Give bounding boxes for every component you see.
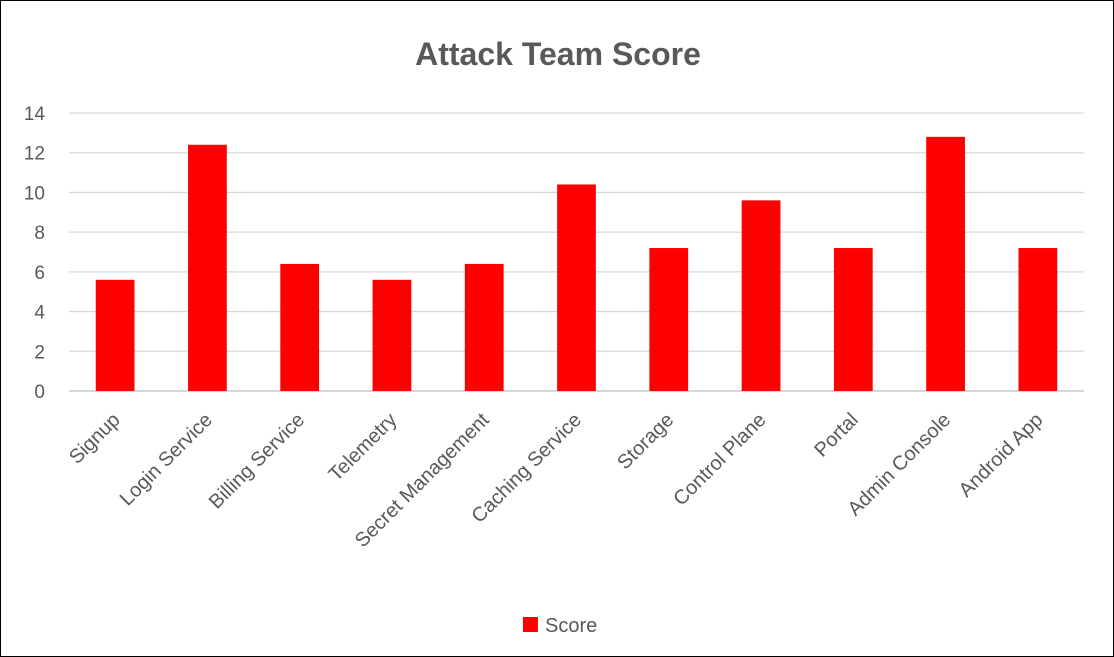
y-tick-label: 0 [34,382,45,403]
x-tick-label: Billing Service [205,409,309,513]
y-tick-label: 4 [34,303,45,324]
bar [464,263,504,391]
y-tick-label: 8 [34,223,45,244]
x-tick-label: Telemetry [325,409,402,486]
bar [649,248,689,391]
bar [95,279,135,391]
x-tick-label: Portal [810,409,863,462]
bar [372,279,412,391]
bars [95,136,1058,391]
bar [741,200,781,391]
y-tick-label: 12 [24,144,45,165]
y-tick-label: 6 [34,263,45,284]
chart-title: Attack Team Score [415,36,701,72]
legend-label: Score [545,615,597,637]
bar [1018,248,1058,391]
x-tick-label: Login Service [116,409,217,510]
legend-swatch [523,617,538,632]
y-tick-label: 14 [24,104,46,125]
legend: Score [523,615,597,637]
y-tick-label: 2 [34,342,45,363]
x-tick-label: Signup [65,409,125,469]
x-tick-label: Storage [613,409,678,474]
y-axis-ticks: 0 2 4 6 8 10 12 14 [24,104,46,403]
x-tick-label: Control Plane [669,409,770,510]
bar [557,184,596,391]
x-tick-label: Android App [955,409,1048,502]
bar [926,136,965,391]
bar [833,248,873,391]
bar [280,263,320,391]
bar [188,144,227,391]
y-tick-label: 10 [24,183,45,204]
